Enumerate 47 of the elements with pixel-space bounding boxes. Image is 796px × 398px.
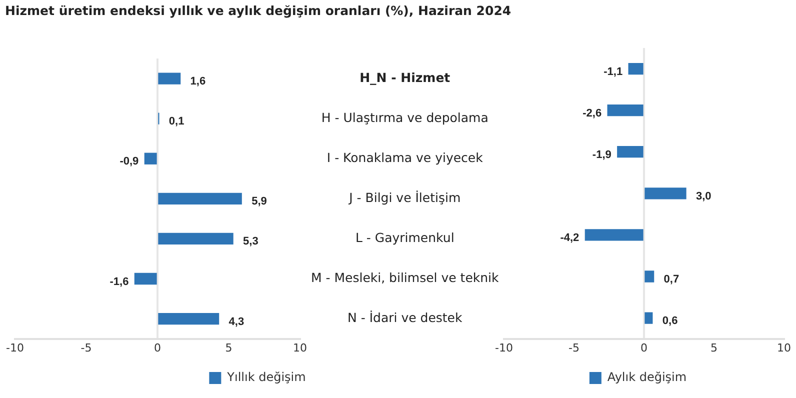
bar bbox=[644, 188, 686, 200]
x-tick-label: 5 bbox=[225, 341, 232, 354]
data-label: 0,1 bbox=[168, 116, 184, 128]
bar bbox=[628, 62, 644, 75]
y-tick-label: H_N - Hizmet bbox=[360, 70, 450, 85]
chart-title: Hizmet üretim endeksi yıllık ve aylık değişim oranları (%), Haziran 2024 bbox=[5, 3, 512, 18]
legend-label: Aylık değişim bbox=[607, 370, 687, 384]
y-tick-label: M - Mesleki, bilimsel ve teknik bbox=[310, 270, 500, 285]
data-label: 1,6 bbox=[190, 76, 206, 88]
data-label: -2,6 bbox=[582, 107, 602, 120]
x-tick-label: 0 bbox=[640, 341, 648, 354]
data-label: 3,0 bbox=[696, 190, 712, 202]
y-tick-label: J - Bilgi ve İletişim bbox=[348, 190, 461, 205]
bar bbox=[644, 312, 653, 324]
y-tick-label: N - İdari ve destek bbox=[348, 310, 463, 326]
x-tick-label: 5 bbox=[710, 341, 718, 354]
legend-label: Yıllık değişim bbox=[226, 370, 306, 384]
x-tick-label: -10 bbox=[6, 341, 24, 354]
bar bbox=[158, 192, 242, 204]
data-label: 0,6 bbox=[662, 315, 678, 328]
bar bbox=[607, 104, 644, 116]
data-label: 5,9 bbox=[252, 196, 267, 208]
data-label: -0,9 bbox=[120, 156, 139, 168]
y-tick-label: L - Gayrimenkul bbox=[355, 230, 454, 245]
data-label: -4,2 bbox=[560, 232, 580, 244]
x-tick-label: 0 bbox=[154, 341, 161, 354]
x-tick-label: -10 bbox=[495, 341, 513, 354]
bar bbox=[158, 232, 234, 245]
bar bbox=[158, 312, 220, 325]
x-tick-label: -5 bbox=[568, 341, 580, 354]
y-tick-label: I - Konaklama ve yiyecek bbox=[326, 150, 484, 165]
bar bbox=[134, 272, 157, 285]
bar bbox=[584, 229, 644, 241]
data-label: 5,3 bbox=[243, 236, 258, 248]
bar bbox=[644, 270, 654, 282]
x-tick-label: -5 bbox=[80, 341, 92, 354]
x-tick-label: 10 bbox=[777, 341, 791, 354]
bar bbox=[617, 146, 644, 158]
x-tick-label: 10 bbox=[293, 341, 307, 354]
data-label: 4,3 bbox=[228, 316, 244, 328]
data-label: -1,6 bbox=[110, 276, 129, 288]
data-label: 0,7 bbox=[664, 274, 680, 286]
bar bbox=[158, 72, 181, 84]
data-label: -1,9 bbox=[592, 148, 612, 161]
bar bbox=[144, 152, 157, 164]
data-label: -1,1 bbox=[604, 66, 623, 78]
y-tick-label: H - Ulaştırma ve depolama bbox=[321, 110, 488, 125]
